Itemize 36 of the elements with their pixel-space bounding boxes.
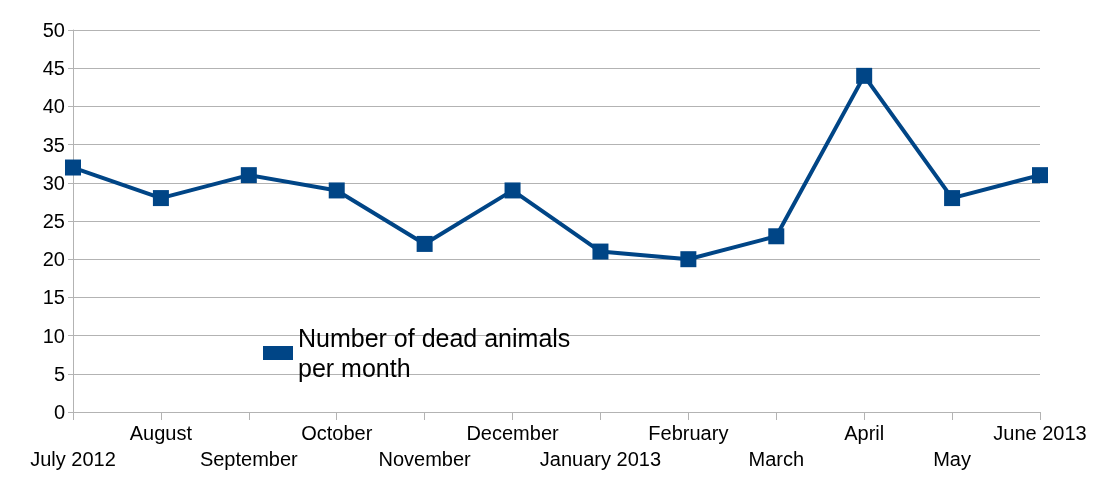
x-tick-label: February bbox=[648, 422, 729, 444]
y-tick-label: 20 bbox=[42, 248, 65, 271]
legend-label: Number of dead animals per month bbox=[298, 324, 578, 382]
x-tick-label: January 2013 bbox=[539, 448, 662, 470]
point bbox=[504, 182, 521, 199]
y-tick-label: 40 bbox=[42, 95, 65, 118]
point bbox=[680, 251, 697, 268]
point bbox=[416, 235, 433, 252]
y-tick-label: 0 bbox=[53, 401, 65, 423]
x-tick-label: June 2013 bbox=[993, 422, 1087, 444]
x-tick-label: September bbox=[199, 448, 299, 470]
y-tick-label: 45 bbox=[42, 57, 65, 80]
y-tick-label: 30 bbox=[42, 171, 65, 194]
y-tick-label: 50 bbox=[42, 19, 65, 41]
point bbox=[944, 190, 961, 207]
point bbox=[240, 167, 257, 184]
x-tick-label: April bbox=[844, 422, 885, 444]
x-tick-label: May bbox=[933, 448, 971, 470]
y-tick-label: 5 bbox=[53, 362, 65, 385]
y-tick-label: 25 bbox=[42, 210, 65, 232]
x-tick-label: July 2012 bbox=[30, 448, 116, 470]
x-tick-label: August bbox=[129, 422, 193, 444]
point bbox=[65, 159, 81, 176]
x-tick-label: November bbox=[378, 448, 472, 470]
point bbox=[592, 243, 609, 260]
point bbox=[856, 67, 873, 84]
x-tick-label: December bbox=[466, 422, 560, 444]
x-tick-label: October bbox=[301, 422, 373, 444]
point bbox=[328, 182, 345, 199]
y-tick-label: 15 bbox=[42, 286, 65, 309]
point bbox=[152, 190, 169, 207]
point bbox=[1032, 167, 1048, 184]
y-tick-label: 35 bbox=[42, 133, 65, 156]
y-tick-label: 10 bbox=[42, 324, 65, 347]
point bbox=[768, 228, 785, 245]
x-tick-label: March bbox=[748, 448, 805, 470]
